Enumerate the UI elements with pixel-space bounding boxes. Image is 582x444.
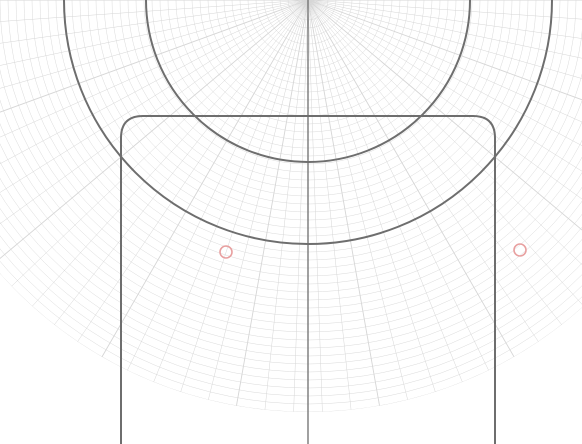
right-node-marker (513, 243, 527, 257)
grid-radial-line (307, 0, 323, 412)
grid-radial-line (0, 0, 309, 223)
grid-radial-line (307, 0, 519, 364)
grid-radial-line (307, 0, 353, 412)
left-node-marker (219, 245, 233, 259)
grid-radial-line (26, 0, 309, 313)
grid-radial-line (177, 0, 309, 400)
grid-radial-line (234, 0, 309, 412)
grid-radial-line (307, 0, 582, 145)
outline-shapes (63, 0, 553, 444)
grid-radial-line (0, 0, 309, 30)
grid-radial-line (307, 0, 582, 248)
grid-radial-line (0, 0, 309, 248)
grid-radial-line (307, 0, 582, 271)
grid-radial-line (307, 0, 382, 412)
grid-radial-line (307, 0, 582, 117)
grid-radial-line (206, 0, 309, 408)
grid-radial-line (307, 0, 582, 223)
grid-radial-line (0, 0, 309, 59)
grid-radial-line (307, 0, 582, 172)
grid-radial-line (0, 0, 309, 172)
grid-radial-line (307, 0, 582, 59)
grid-radial-line (150, 0, 309, 390)
grid-radial-line (307, 0, 582, 198)
grid-radial-line (5, 0, 309, 292)
grid-radial-line (307, 0, 493, 378)
grid-radial-line (0, 0, 309, 145)
grid-radial-line (263, 0, 309, 412)
grid-radial-line (307, 0, 582, 30)
grid-radial-line (0, 0, 309, 117)
grid-radial-line (293, 0, 309, 412)
grid-radial-line (307, 0, 544, 349)
grid-radial-line (307, 0, 582, 88)
grid-radial-line (0, 0, 309, 271)
grid-radial-line (72, 0, 309, 349)
grid-radial-line (97, 0, 309, 364)
grid-radial-line (307, 0, 567, 332)
grid-radial-line (307, 0, 582, 292)
grid-radial-line (307, 0, 439, 400)
grid-radial-line (0, 0, 309, 198)
circle-node-markers (219, 243, 527, 259)
grid-radial-line (307, 0, 466, 390)
grid-radial-line (0, 0, 309, 88)
grid-radial-line (307, 0, 582, 313)
grid-radial-line (49, 0, 309, 332)
grid-radial-line (307, 0, 410, 408)
grid-radial-line (123, 0, 309, 378)
